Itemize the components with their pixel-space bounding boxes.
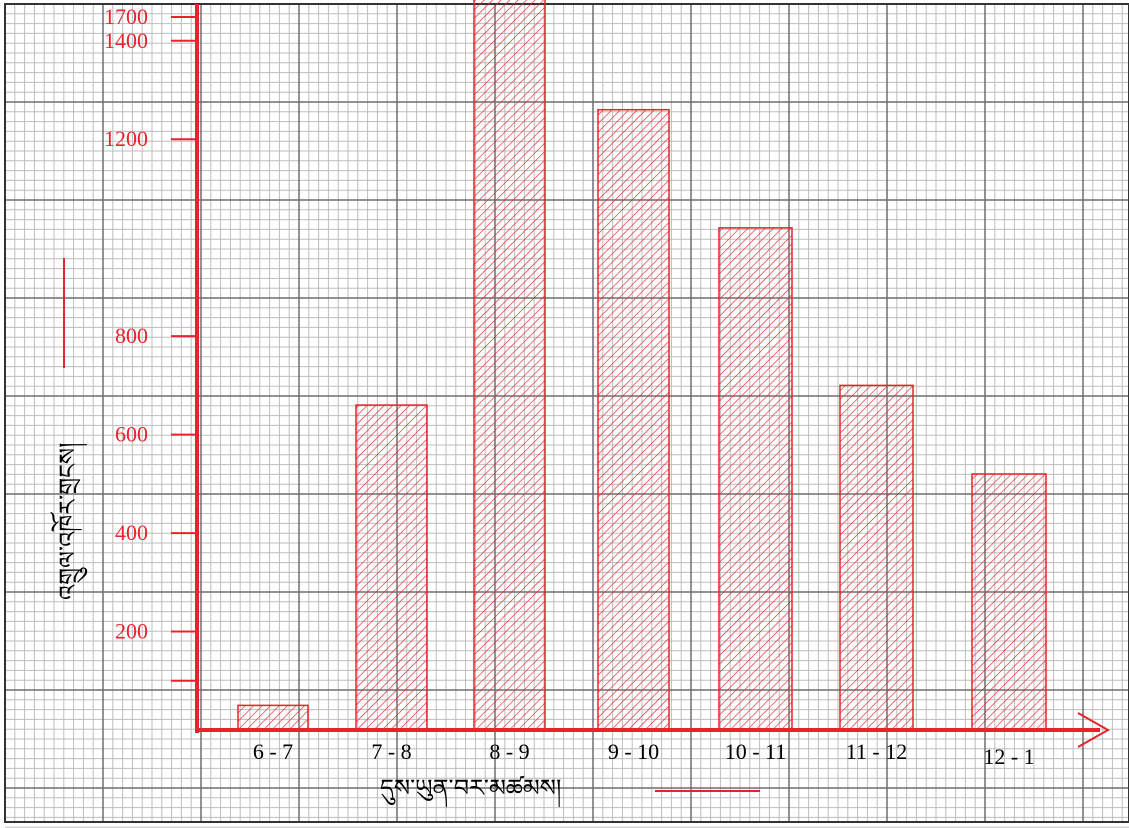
- axes-group: [195, 4, 1111, 748]
- y-tick-label: 400: [115, 520, 148, 545]
- bars-group: [237, 0, 1047, 731]
- bar: [355, 404, 428, 731]
- bar: [839, 384, 914, 731]
- bar: [597, 108, 670, 731]
- y-ticks-group: 2004006008001200140016001700: [104, 4, 197, 682]
- bar: [718, 227, 793, 731]
- y-tick-label: 200: [115, 619, 148, 644]
- graph-paper-grid: [4, 3, 1129, 828]
- x-tick-label: 11 - 12: [846, 739, 908, 764]
- x-axis-arrow-icon: [1077, 712, 1111, 748]
- y-tick-label: 1700: [104, 4, 148, 29]
- y-tick-label: 600: [115, 422, 148, 447]
- chart-frame: [4, 3, 1129, 823]
- bar: [237, 704, 309, 731]
- y-axis-label: འགྲུལ་འཁོར་གྲངས།: [50, 443, 88, 600]
- x-tick-label: 7 - 8: [371, 739, 411, 764]
- x-tick-label: 6 - 7: [253, 739, 293, 764]
- x-tick-label: 9 - 10: [608, 739, 659, 764]
- bar: [971, 473, 1047, 731]
- x-ticks-group: 6 - 7 7 - 8 8 - 9 9 - 10 10 - 11 11 - 12 12 - …: [253, 739, 1035, 769]
- y-tick-label: 1400: [104, 28, 148, 53]
- y-tick-label: 1200: [104, 126, 148, 151]
- x-tick-label: 10 - 11: [725, 739, 787, 764]
- x-tick-label: 12 - 1: [983, 744, 1034, 769]
- y-tick-label: 800: [115, 323, 148, 348]
- x-tick-label: 8 - 9: [489, 739, 529, 764]
- bar: [473, 0, 546, 731]
